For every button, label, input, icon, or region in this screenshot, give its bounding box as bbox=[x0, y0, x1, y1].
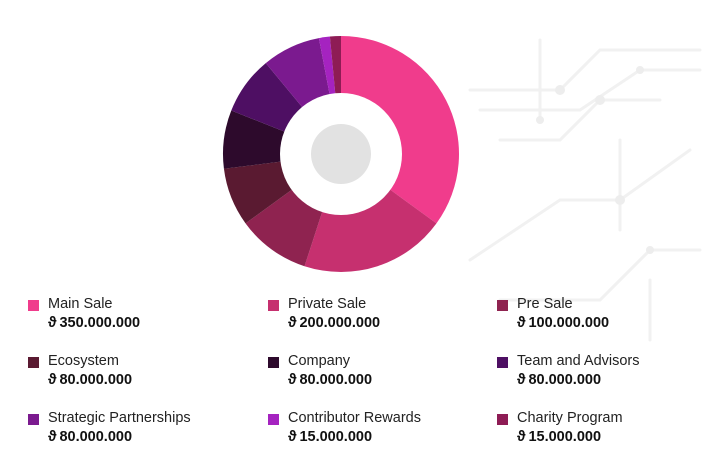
currency-icon: ϑ bbox=[288, 429, 297, 445]
legend-label: Strategic Partnerships bbox=[48, 410, 191, 426]
legend-label: Main Sale bbox=[48, 296, 113, 312]
legend-swatch bbox=[268, 414, 279, 425]
legend-label: Pre Sale bbox=[517, 296, 573, 312]
legend-label: Team and Advisors bbox=[517, 353, 640, 369]
legend-swatch bbox=[268, 300, 279, 311]
legend-value: ϑ 350.000.000 bbox=[48, 315, 141, 331]
currency-icon: ϑ bbox=[517, 429, 526, 445]
currency-icon: ϑ bbox=[517, 315, 526, 331]
legend-value: ϑ 15.000.000 bbox=[288, 429, 373, 445]
legend-value: ϑ 80.000.000 bbox=[517, 372, 602, 388]
currency-icon: ϑ bbox=[48, 429, 57, 445]
legend-swatch bbox=[497, 357, 508, 368]
legend-swatch bbox=[28, 357, 39, 368]
legend-swatch bbox=[497, 300, 508, 311]
currency-icon: ϑ bbox=[288, 372, 297, 388]
legend-swatch bbox=[268, 357, 279, 368]
legend-swatch bbox=[28, 414, 39, 425]
legend-value: ϑ 80.000.000 bbox=[288, 372, 373, 388]
legend-value: ϑ 80.000.000 bbox=[48, 429, 133, 445]
donut-center-disc bbox=[311, 124, 371, 184]
legend-swatch bbox=[28, 300, 39, 311]
legend-value: ϑ 200.000.000 bbox=[288, 315, 381, 331]
legend-value: ϑ 80.000.000 bbox=[48, 372, 133, 388]
legend-label: Company bbox=[288, 353, 351, 369]
currency-icon: ϑ bbox=[48, 372, 57, 388]
legend-label: Private Sale bbox=[288, 296, 367, 312]
currency-icon: ϑ bbox=[288, 315, 297, 331]
legend-swatch bbox=[497, 414, 508, 425]
currency-icon: ϑ bbox=[48, 315, 57, 331]
legend-value: ϑ 100.000.000 bbox=[517, 315, 610, 331]
legend-label: Charity Program bbox=[517, 410, 623, 426]
legend-value: ϑ 15.000.000 bbox=[517, 429, 602, 445]
currency-icon: ϑ bbox=[517, 372, 526, 388]
legend-label: Ecosystem bbox=[48, 353, 119, 369]
pie-slice-main-sale bbox=[341, 36, 459, 224]
legend-label: Contributor Rewards bbox=[288, 410, 421, 426]
